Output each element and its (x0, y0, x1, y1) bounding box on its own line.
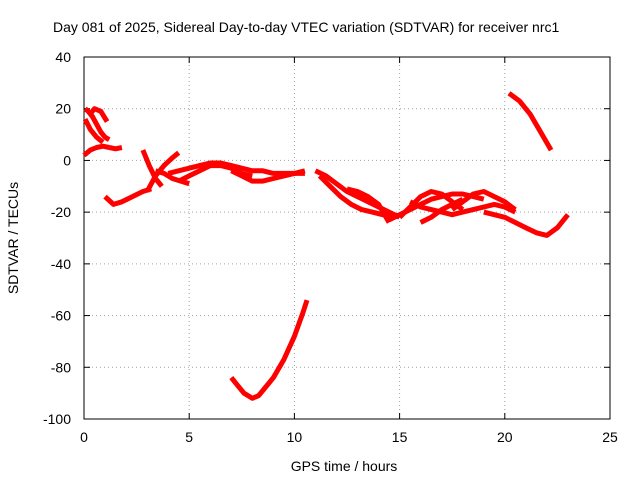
series-arc-22 (483, 209, 570, 238)
y-tick-label: -80 (51, 359, 71, 375)
series-arc-6 (103, 186, 153, 207)
x-tick-label: 20 (497, 429, 513, 445)
y-tick-label: 20 (55, 101, 71, 117)
series-arc-10 (167, 160, 305, 176)
x-tick-label: 25 (602, 429, 618, 445)
series-arc-23 (507, 91, 554, 152)
y-axis-label: SDTVAR / TECUs (5, 182, 21, 294)
series-arc-19 (408, 199, 517, 218)
x-tick-label: 5 (185, 429, 193, 445)
series-arc-14 (314, 168, 401, 220)
y-tick-label: -20 (51, 204, 71, 220)
tick-layer: 0 5 10 15 20 25 -100 -80 -60 -40 -20 0 20 40 (43, 49, 618, 445)
y-tick-label: -60 (51, 308, 71, 324)
y-tick-label: 40 (55, 49, 71, 65)
series-arc-2 (108, 145, 123, 152)
series-arc-21 (450, 189, 517, 212)
x-axis-label: GPS time / hours (291, 458, 398, 474)
series-arc-12 (230, 168, 306, 184)
x-tick-label: 15 (392, 429, 408, 445)
series-arc-1 (82, 143, 110, 158)
series-arc-20 (419, 196, 464, 225)
series-arc-13 (229, 299, 310, 401)
series-arc-4 (83, 106, 111, 142)
x-tick-label: 10 (287, 429, 303, 445)
series-arc-9 (154, 168, 190, 187)
series-arc-7 (140, 149, 164, 188)
series-layer (82, 91, 570, 401)
y-tick-label: -40 (51, 256, 71, 272)
series-arc-16 (346, 186, 392, 224)
chart-title: Day 081 of 2025, Sidereal Day-to-day VTE… (53, 19, 559, 35)
x-tick-label: 0 (80, 429, 88, 445)
series-arc-3 (82, 117, 105, 145)
y-tick-label: 0 (63, 152, 71, 168)
series-arc-8 (144, 150, 181, 193)
y-tick-label: -100 (43, 411, 71, 427)
series-arc-15 (317, 174, 394, 220)
grid-layer (84, 57, 610, 419)
plot-frame (83, 56, 611, 420)
series-arc-5 (88, 106, 110, 123)
